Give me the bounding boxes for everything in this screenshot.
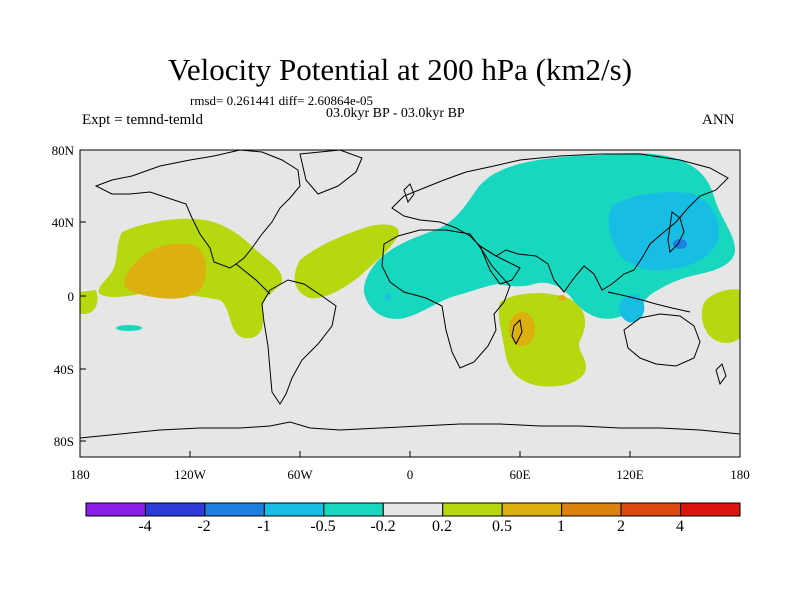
lat-label: 80N	[51, 143, 74, 158]
colorbar-label: -0.2	[370, 518, 396, 535]
stats-line: rmsd= 0.261441 diff= 2.60864e-05	[190, 93, 374, 108]
colorbar-swatch	[561, 502, 622, 517]
colorbar-swatch	[382, 502, 444, 517]
colorbar-label: 0.2	[432, 518, 452, 535]
lon-label: 60W	[287, 467, 313, 482]
region-south-pacific-negative	[116, 325, 142, 331]
region-pacific-strong-positive	[124, 243, 206, 299]
colorbar-label: -2	[197, 518, 211, 535]
colorbar-swatch	[263, 502, 325, 517]
colorbar-swatch	[85, 502, 146, 517]
region-indian-positive-spot	[558, 295, 566, 301]
colorbar-swatch	[620, 502, 682, 517]
contour-fill	[80, 153, 740, 387]
north-america-outline	[94, 150, 301, 269]
region-east-asia-negative	[608, 192, 719, 271]
lon-label: 180	[730, 467, 750, 482]
colorbar-swatch	[144, 502, 206, 517]
colorbar-label: 0.5	[492, 518, 512, 535]
arabia-outline	[478, 244, 521, 285]
lon-label: 0	[406, 467, 414, 482]
colorbar-label: 1	[557, 518, 565, 535]
japan-outline	[667, 211, 685, 254]
greenland-outline	[299, 150, 363, 195]
australia-outline	[623, 313, 701, 367]
colorbar	[85, 502, 741, 517]
colorbar-label: 2	[617, 518, 625, 535]
colorbar-swatch	[323, 502, 384, 517]
lat-label: 0	[67, 289, 75, 304]
antarctica-outline	[80, 421, 740, 439]
south-america-outline	[261, 279, 337, 405]
colorbar-label: -0.5	[310, 518, 336, 535]
colorbar-swatch	[442, 502, 503, 517]
region-eurasia-negative	[364, 153, 735, 319]
uk-outline	[403, 183, 415, 204]
madagascar-outline	[511, 318, 523, 346]
lat-label: 40S	[53, 362, 74, 377]
colorbar-label: -4	[138, 518, 152, 535]
africa-outline	[381, 229, 511, 369]
region-japan-strong-negative	[673, 239, 687, 249]
colorbar-swatch	[680, 502, 741, 517]
lon-label: 180	[70, 467, 90, 482]
region-west-pacific-positive	[701, 289, 740, 343]
new-zealand-outline	[715, 363, 727, 386]
lon-label: 120W	[174, 467, 206, 482]
region-atlantic-positive	[294, 224, 399, 299]
colorbar-swatch	[501, 502, 563, 517]
lon-label: 60E	[509, 467, 531, 482]
chart-title: Velocity Potential at 200 hPa (km2/s)	[167, 52, 633, 87]
coastlines	[80, 150, 740, 439]
season-label: ANN	[702, 112, 735, 128]
region-amazon-negative	[385, 294, 391, 300]
colorbar-label: 4	[676, 518, 684, 535]
colorbar-label: -1	[257, 518, 271, 535]
experiment-label: Expt = temnd-temld	[82, 112, 203, 128]
lon-label: 120E	[616, 467, 644, 482]
axis-ticks	[79, 149, 741, 457]
period-line: 03.0kyr BP - 03.0kyr BP	[326, 106, 465, 121]
lat-label: 80S	[53, 434, 74, 449]
region-south-asia-negative	[619, 295, 645, 323]
lat-label: 40N	[51, 215, 74, 230]
central-america-outline	[235, 263, 271, 295]
indonesia-outline	[607, 291, 691, 313]
colorbar-swatch	[204, 502, 265, 517]
